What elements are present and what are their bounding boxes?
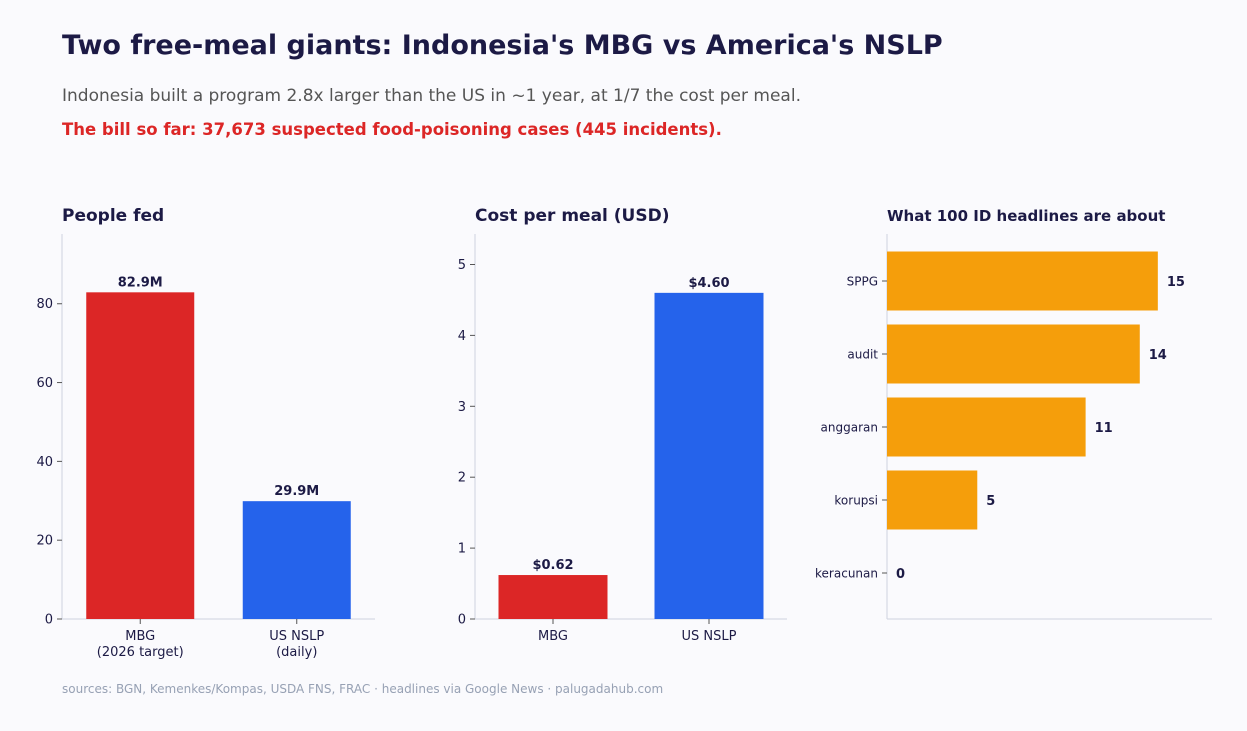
data-label: 14 bbox=[1149, 348, 1167, 363]
y-tick-label: 0 bbox=[45, 613, 53, 628]
page-subtitle: Indonesia built a program 2.8x larger th… bbox=[62, 86, 801, 106]
y-tick-label: 2 bbox=[458, 471, 466, 486]
data-label: $0.62 bbox=[532, 558, 573, 573]
panel-title: People fed bbox=[62, 206, 164, 226]
panel-title: Cost per meal (USD) bbox=[475, 206, 669, 226]
data-label: 82.9M bbox=[118, 275, 163, 290]
y-tick-label: 1 bbox=[458, 542, 466, 557]
panel-title: What 100 ID headlines are about bbox=[887, 207, 1165, 225]
y-tick-label: 80 bbox=[36, 297, 53, 312]
y-tick-label: 3 bbox=[458, 400, 466, 415]
bar bbox=[86, 292, 195, 619]
data-label: 0 bbox=[896, 567, 905, 582]
y-tick-label: 4 bbox=[458, 329, 466, 344]
source-note: sources: BGN, Kemenkes/Kompas, USDA FNS,… bbox=[62, 682, 664, 696]
y-tick-label: 60 bbox=[36, 376, 53, 391]
bar bbox=[654, 292, 764, 619]
y-tick-label: 0 bbox=[458, 613, 466, 628]
y-tick-label: audit bbox=[847, 348, 878, 362]
y-tick-label: 40 bbox=[36, 455, 53, 470]
data-label: 11 bbox=[1095, 421, 1113, 436]
y-tick-label: keracunan bbox=[815, 567, 878, 581]
alert-text: The bill so far: 37,673 suspected food-p… bbox=[62, 120, 722, 139]
x-tick-label: US NSLP bbox=[682, 629, 737, 644]
x-tick-label: (2026 target) bbox=[97, 645, 184, 660]
x-tick-label: MBG bbox=[538, 629, 568, 644]
y-tick-label: 20 bbox=[36, 534, 53, 549]
y-tick-label: SPPG bbox=[847, 275, 878, 289]
bar bbox=[498, 575, 608, 619]
data-label: 5 bbox=[986, 494, 995, 509]
bar bbox=[887, 397, 1086, 457]
page-title: Two free-meal giants: Indonesia's MBG vs… bbox=[62, 30, 943, 61]
y-tick-label: anggaran bbox=[821, 421, 878, 435]
x-tick-label: (daily) bbox=[276, 645, 317, 660]
y-tick-label: korupsi bbox=[834, 494, 878, 508]
bar bbox=[887, 251, 1158, 311]
x-tick-label: US NSLP bbox=[269, 629, 324, 644]
bar bbox=[242, 501, 351, 619]
data-label: 29.9M bbox=[274, 484, 319, 499]
y-tick-label: 5 bbox=[458, 258, 466, 273]
bar bbox=[887, 470, 978, 530]
data-label: $4.60 bbox=[688, 276, 729, 291]
bar bbox=[887, 324, 1140, 384]
data-label: 15 bbox=[1167, 275, 1185, 290]
x-tick-label: MBG bbox=[125, 629, 155, 644]
